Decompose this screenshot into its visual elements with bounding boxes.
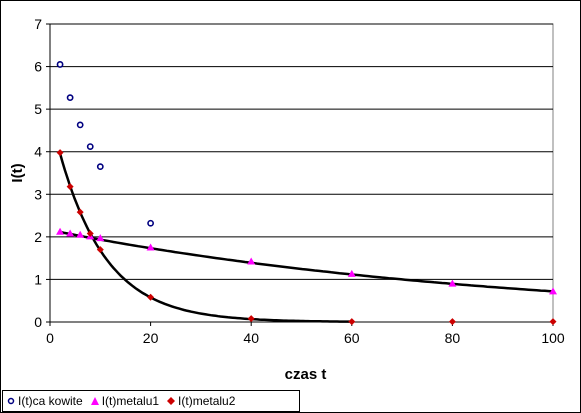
- legend-label-metal2: I(t)metalu2: [178, 394, 236, 408]
- y-tick-label: 3: [34, 186, 42, 202]
- legend-label-metal1: I(t)metalu1: [101, 394, 160, 408]
- y-tick-label: 5: [34, 101, 42, 117]
- circle-marker-icon: [7, 397, 15, 405]
- x-tick-label: 100: [541, 330, 565, 346]
- data-point-metal1: [247, 257, 256, 265]
- diamond-marker-icon: [167, 397, 176, 405]
- data-point-metal2: [56, 149, 64, 157]
- data-point-total: [86, 143, 94, 151]
- data-point-metal2: [247, 315, 255, 323]
- y-tick-label: 1: [34, 271, 42, 287]
- x-tick-label: 20: [143, 330, 159, 346]
- trendline: [58, 153, 352, 323]
- data-point-total: [66, 94, 74, 102]
- data-point-metal1: [146, 243, 155, 251]
- y-axis-title: I(t): [9, 163, 26, 182]
- data-point-metal2: [147, 293, 155, 301]
- data-point-total: [56, 61, 64, 68]
- y-tick-label: 4: [34, 144, 42, 160]
- data-point-total: [96, 163, 104, 171]
- x-tick-label: 60: [344, 330, 360, 346]
- data-point-metal2: [86, 229, 94, 237]
- data-point-metal2: [348, 318, 356, 326]
- data-point-metal2: [448, 318, 456, 326]
- data-point-metal1: [96, 234, 105, 242]
- triangle-marker-icon: [90, 397, 99, 405]
- axes: 0 1 2 3 4 5 6 7 0 20 40 60 80 100: [34, 16, 565, 346]
- data-point-metal2: [76, 208, 84, 216]
- data-point-metal1: [448, 279, 457, 287]
- data-point-metal1: [549, 287, 557, 295]
- data-point-metal1: [347, 269, 356, 277]
- plot-area: [49, 23, 554, 323]
- x-tick-label: 0: [46, 330, 54, 346]
- trendline: [59, 230, 554, 293]
- legend: I(t)ca kowite I(t)metalu1 I(t)metalu2: [2, 390, 300, 412]
- y-tick-label: 2: [34, 229, 42, 245]
- legend-item-metal1: I(t)metalu1: [87, 394, 159, 408]
- y-tick-label: 7: [34, 16, 42, 32]
- data-markers: [56, 61, 557, 326]
- data-point-metal2: [549, 318, 557, 326]
- data-point-metal1: [56, 227, 65, 235]
- data-point-metal2: [66, 183, 74, 191]
- trendlines: [58, 153, 554, 323]
- gridlines: [50, 23, 553, 280]
- legend-item-metal2: I(t)metalu2: [163, 394, 235, 408]
- legend-label-total: I(t)ca kowite: [18, 394, 83, 408]
- data-point-metal1: [66, 229, 75, 237]
- data-point-total: [147, 219, 154, 227]
- y-tick-label: 0: [34, 314, 42, 330]
- x-tick-label: 40: [243, 330, 259, 346]
- x-axis-title: czas t: [285, 366, 327, 383]
- y-tick-label: 6: [34, 59, 42, 75]
- data-point-metal1: [76, 230, 85, 238]
- x-tick-label: 80: [445, 330, 461, 346]
- data-point-total: [76, 121, 84, 129]
- data-point-metal2: [96, 246, 104, 254]
- legend-item-total: I(t)ca kowite: [3, 394, 83, 408]
